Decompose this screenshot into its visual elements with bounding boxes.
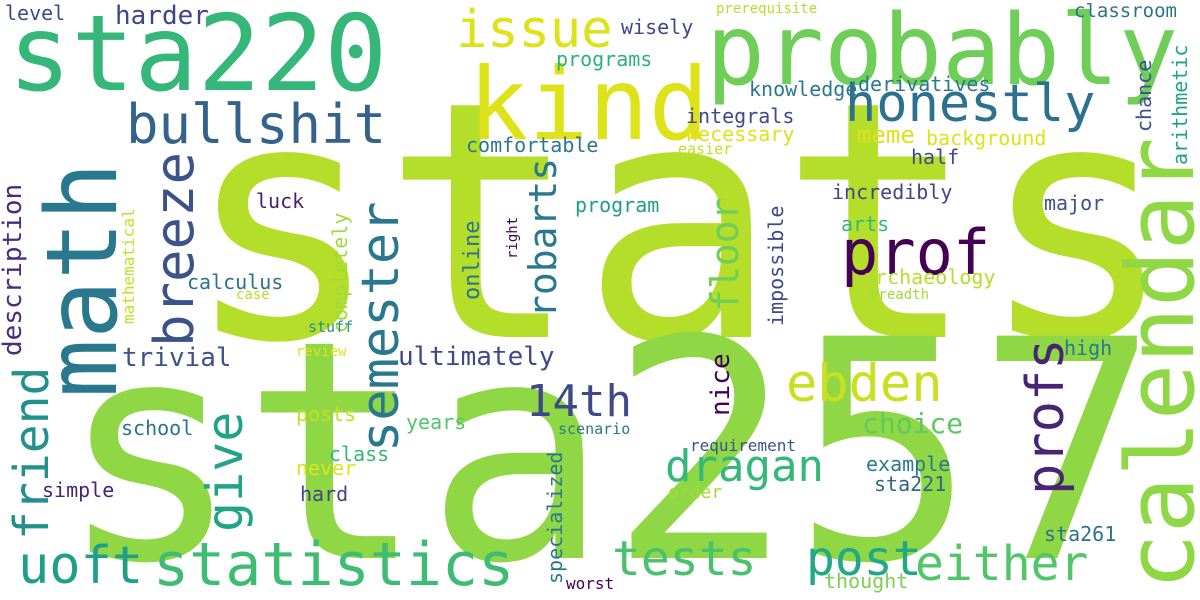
- word-calculus: calculus: [187, 270, 284, 294]
- word-specialized: specialized: [543, 451, 567, 584]
- word-luck: luck: [256, 189, 305, 213]
- word-easier: easier: [678, 140, 733, 158]
- word-right: right: [505, 216, 521, 259]
- word-sta261: sta261: [1044, 522, 1117, 546]
- word-math: math: [26, 161, 140, 398]
- word-class: class: [329, 442, 390, 466]
- word-breeze: breeze: [143, 151, 206, 347]
- word-order: order: [668, 482, 723, 503]
- word-archaeology: archaeology: [863, 265, 996, 289]
- word-school: school: [121, 416, 194, 440]
- word-description: description: [0, 183, 28, 356]
- word-knowledge: knowledge: [749, 77, 858, 101]
- word-profs: profs: [1016, 338, 1076, 495]
- word-choice: choice: [862, 407, 964, 440]
- word-give: give: [196, 411, 254, 532]
- word-comfortable: comfortable: [466, 133, 599, 157]
- word-background: background: [926, 126, 1047, 150]
- word-probably: probably: [706, 0, 1179, 108]
- word-program: program: [575, 193, 660, 217]
- word-worst: worst: [566, 574, 615, 593]
- word-arithmetic: arithmetic: [1168, 44, 1192, 165]
- word-example: example: [866, 452, 951, 476]
- word-stuff: stuff: [308, 318, 354, 336]
- word-stats: stats: [183, 31, 1177, 415]
- word-semester: semester: [351, 201, 411, 452]
- word-14th: 14th: [526, 376, 632, 427]
- word-impossible: impossible: [764, 205, 788, 326]
- word-either: either: [915, 536, 1089, 592]
- word-friend: friend: [4, 366, 60, 540]
- word-nice: nice: [706, 353, 736, 416]
- word-major: major: [1044, 191, 1105, 215]
- word-arts: arts: [841, 212, 890, 236]
- word-years: years: [406, 410, 467, 434]
- word-level: level: [5, 1, 66, 25]
- word-ultimately: ultimately: [398, 342, 555, 372]
- word-post: post: [806, 531, 922, 587]
- word-integrals: integrals: [686, 104, 795, 128]
- word-ebden: ebden: [786, 354, 943, 414]
- word-floor: floor: [703, 197, 747, 312]
- word-statistics: statistics: [153, 530, 515, 600]
- word-sta220: sta220: [8, 0, 388, 115]
- word-never: never: [296, 456, 357, 480]
- word-breadth: breadth: [870, 287, 930, 303]
- word-scenario: scenario: [558, 420, 631, 438]
- word-thought: thought: [824, 569, 909, 593]
- word-sta221: sta221: [874, 472, 947, 496]
- word-case: case: [236, 287, 270, 303]
- word-kind: kind: [468, 46, 709, 163]
- word-hard: hard: [300, 482, 349, 506]
- word-honestly: honestly: [845, 74, 1096, 134]
- word-meme: meme: [857, 121, 915, 149]
- word-harder: harder: [115, 1, 209, 31]
- word-dragan: dragan: [665, 441, 824, 492]
- word-requirement: requirement: [690, 436, 796, 455]
- word-calendar: calendar: [1107, 137, 1200, 590]
- word-necessary: necessary: [686, 122, 795, 146]
- word-high: high: [1064, 336, 1113, 360]
- word-wisely: wisely: [621, 15, 694, 39]
- word-half: half: [911, 145, 960, 169]
- word-completely: completely: [328, 212, 352, 333]
- word-prerequisite: prerequisite: [716, 1, 818, 17]
- word-incredibly: incredibly: [832, 180, 953, 204]
- word-mathematical: mathematical: [119, 208, 138, 324]
- word-classroom: classroom: [1074, 0, 1177, 22]
- word-sta257: sta257: [58, 275, 1160, 600]
- word-chance: chance: [1132, 59, 1156, 132]
- word-issue: issue: [456, 0, 613, 60]
- word-derivatives: derivatives: [858, 72, 991, 96]
- word-simple: simple: [42, 478, 115, 502]
- word-posts: posts: [296, 402, 357, 426]
- word-trivial: trivial: [122, 343, 232, 373]
- word-robarts: robarts: [521, 157, 565, 318]
- word-programs: programs: [556, 47, 653, 71]
- word-tests: tests: [612, 531, 757, 587]
- word-review: review: [296, 344, 347, 360]
- word-uoft: uoft: [18, 536, 144, 596]
- word-bullshit: bullshit: [126, 93, 387, 156]
- word-online: online: [460, 220, 485, 300]
- word-prof: prof: [841, 216, 991, 289]
